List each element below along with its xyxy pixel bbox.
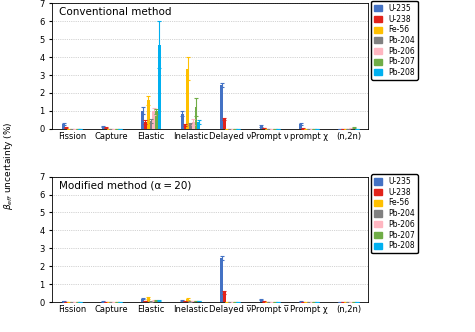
Bar bbox=[62, 301, 65, 302]
Text: Conventional method: Conventional method bbox=[59, 7, 171, 17]
Bar bbox=[181, 300, 183, 302]
Bar bbox=[192, 301, 195, 302]
Bar bbox=[263, 128, 265, 129]
Bar bbox=[158, 300, 161, 302]
Bar bbox=[150, 301, 152, 302]
Bar bbox=[65, 128, 68, 129]
Bar bbox=[197, 122, 200, 129]
Bar bbox=[195, 107, 197, 129]
Bar bbox=[186, 69, 189, 129]
Bar bbox=[195, 301, 197, 302]
Bar bbox=[260, 125, 263, 129]
Bar bbox=[102, 301, 104, 302]
Bar bbox=[144, 301, 147, 302]
Bar bbox=[186, 299, 189, 302]
Bar bbox=[152, 301, 155, 302]
Bar bbox=[181, 114, 183, 129]
Bar bbox=[158, 44, 161, 129]
Bar bbox=[62, 124, 65, 129]
Bar bbox=[260, 299, 263, 302]
Bar bbox=[220, 258, 223, 302]
Bar bbox=[352, 127, 355, 129]
Bar bbox=[223, 292, 226, 302]
Bar bbox=[197, 301, 200, 302]
Bar bbox=[299, 124, 302, 129]
Bar bbox=[102, 126, 104, 129]
Bar bbox=[183, 125, 186, 129]
Bar bbox=[263, 301, 265, 302]
Bar bbox=[104, 127, 107, 129]
Bar bbox=[147, 100, 150, 129]
Bar bbox=[192, 122, 195, 129]
Bar bbox=[189, 124, 192, 129]
Bar bbox=[299, 301, 302, 302]
Bar bbox=[141, 298, 144, 302]
Bar bbox=[155, 300, 158, 302]
Bar bbox=[147, 298, 150, 302]
Text: $\beta_{eff}$ uncertainty (%): $\beta_{eff}$ uncertainty (%) bbox=[2, 122, 15, 210]
Bar bbox=[183, 301, 186, 302]
Text: Modified method (α = 20): Modified method (α = 20) bbox=[59, 180, 191, 190]
Bar bbox=[150, 121, 152, 129]
Bar bbox=[155, 111, 158, 129]
Bar bbox=[144, 122, 147, 129]
Bar bbox=[350, 128, 352, 129]
Bar bbox=[302, 128, 305, 129]
Bar bbox=[189, 301, 192, 302]
Bar bbox=[220, 85, 223, 129]
Bar bbox=[141, 111, 144, 129]
Bar bbox=[223, 119, 226, 129]
Legend: U-235, U-238, Fe-56, Pb-204, Pb-206, Pb-207, Pb-208: U-235, U-238, Fe-56, Pb-204, Pb-206, Pb-… bbox=[371, 1, 418, 80]
Legend: U-235, U-238, Fe-56, Pb-204, Pb-206, Pb-207, Pb-208: U-235, U-238, Fe-56, Pb-204, Pb-206, Pb-… bbox=[371, 174, 418, 253]
Bar bbox=[152, 111, 155, 129]
